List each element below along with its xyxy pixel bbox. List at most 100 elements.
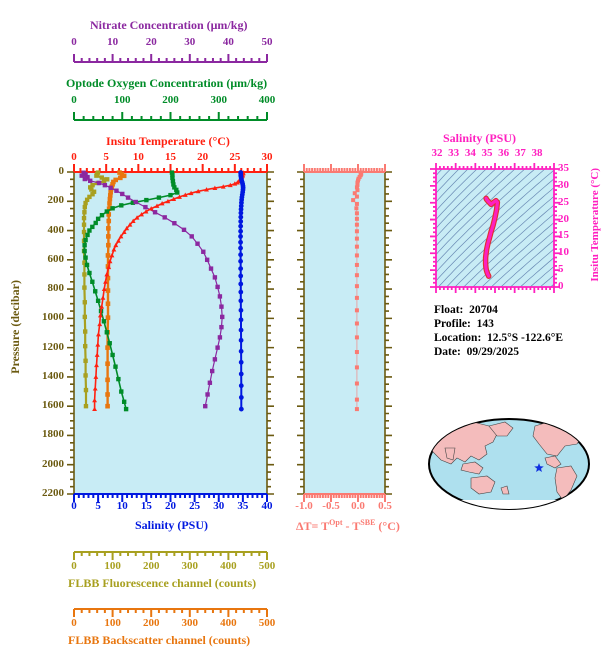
tick-label: 400 <box>220 617 237 629</box>
tick-label: 5 <box>95 500 101 512</box>
series-marker <box>238 245 243 251</box>
ts-diagram-plot[interactable] <box>430 163 560 295</box>
series-marker <box>106 206 112 211</box>
series-marker <box>95 342 101 347</box>
tick-label: 15 <box>140 500 152 512</box>
series-marker <box>82 343 88 349</box>
fluorescence-tick-labels: 0 100 200 300 400 500 <box>0 560 609 574</box>
series-marker <box>238 337 244 343</box>
tick-label: 100 <box>104 560 121 572</box>
delta-t-marker <box>354 284 359 289</box>
series-marker <box>238 371 244 377</box>
ts-salinity-axis-title: Salinity (PSU) <box>443 131 517 145</box>
series-marker <box>83 200 88 206</box>
series-marker <box>111 179 116 185</box>
series-marker <box>220 314 225 320</box>
series-marker <box>127 222 133 227</box>
ts-temperature-tick-label: 15 <box>558 229 569 242</box>
series-marker <box>85 232 90 238</box>
series-marker <box>97 321 103 327</box>
series-marker <box>238 348 244 354</box>
series-marker <box>84 262 90 268</box>
series-marker <box>105 288 111 293</box>
series-marker <box>82 210 87 215</box>
series-marker <box>108 185 113 191</box>
isopycnal <box>436 169 506 238</box>
pressure-tick-label: 200 <box>47 194 65 207</box>
ts-temperature-axis-title: Insitu Temperature (°C) <box>589 168 601 282</box>
series-marker <box>87 194 92 200</box>
series-marker <box>181 227 187 233</box>
land-new-zealand <box>500 485 510 495</box>
tick-label: 0.0 <box>351 500 365 512</box>
delta-t-marker <box>354 222 359 227</box>
world-map-thumbnail[interactable] <box>427 412 592 517</box>
pressure-tick-label: 1600 <box>42 399 64 412</box>
pressure-tick-labels: 0 200 400 600 800 1000 1200 1400 1600 1800 2000 220… <box>0 0 70 663</box>
salinity-axis-title: Salinity (PSU) <box>135 518 209 532</box>
series-marker <box>121 173 127 179</box>
series-marker <box>84 197 90 203</box>
date-label: Date: <box>434 346 461 358</box>
tick-label: 400 <box>258 94 276 106</box>
series-marker <box>121 399 127 404</box>
series-marker <box>238 406 244 412</box>
tick-label: 300 <box>181 617 199 629</box>
series-marker <box>100 295 106 300</box>
series-marker <box>169 170 175 175</box>
series-marker <box>85 174 90 180</box>
series-marker <box>238 298 244 304</box>
land-india <box>444 447 456 461</box>
series-marker <box>118 233 124 239</box>
series-marker <box>106 218 112 224</box>
location-label: Location: <box>434 332 482 344</box>
series-marker <box>110 206 115 211</box>
series-marker <box>106 264 112 270</box>
series-marker <box>105 345 110 350</box>
land-antarctica <box>437 500 577 509</box>
series-marker <box>104 209 110 214</box>
isopycnal <box>490 231 554 287</box>
series-marker <box>238 219 244 224</box>
isopycnal <box>436 169 487 220</box>
map-landmasses <box>429 419 584 509</box>
nitrate-axis-title: Nitrate Concentration (μm/kg) <box>90 18 248 32</box>
date-line: Date: 09/29/2025 <box>434 346 563 358</box>
delta-t-marker <box>355 182 360 187</box>
tick-label: 400 <box>220 560 237 572</box>
ts-border-ticks <box>430 163 560 293</box>
series-marker <box>81 215 87 221</box>
delta-t-axis-ticks <box>303 164 386 502</box>
series-marker <box>82 176 88 182</box>
series-marker <box>130 200 136 205</box>
series-marker <box>182 192 188 197</box>
date-value: 09/29/2025 <box>466 346 519 358</box>
series-marker <box>81 229 87 235</box>
pressure-tick-label: 2200 <box>42 487 64 499</box>
series-marker <box>94 362 99 368</box>
series-marker <box>90 279 95 284</box>
series-marker <box>232 181 238 186</box>
series-marker <box>113 242 119 248</box>
tick-label: 40 <box>261 500 273 512</box>
tick-label: 37 <box>514 147 526 159</box>
series-marker <box>123 406 129 412</box>
delta-t-marker <box>354 229 359 234</box>
delta-t-marker <box>354 244 359 249</box>
series-marker <box>212 185 218 191</box>
series-marker <box>172 185 177 190</box>
series-marker <box>101 178 107 184</box>
tick-label: 15 <box>165 151 176 163</box>
series-marker <box>111 247 117 252</box>
delta-t-marker <box>354 211 359 216</box>
delta-t-marker <box>354 236 359 241</box>
series-marker <box>171 182 176 187</box>
metadata-block: Float: 20704 Profile: 143 Location: 12.5… <box>434 304 563 358</box>
oxygen-axis-line <box>73 112 268 121</box>
series-marker <box>217 335 223 340</box>
ts-temperature-tick-label: 20 <box>558 212 569 225</box>
series-marker <box>82 285 87 290</box>
pressure-tick-label: 1200 <box>42 340 64 353</box>
